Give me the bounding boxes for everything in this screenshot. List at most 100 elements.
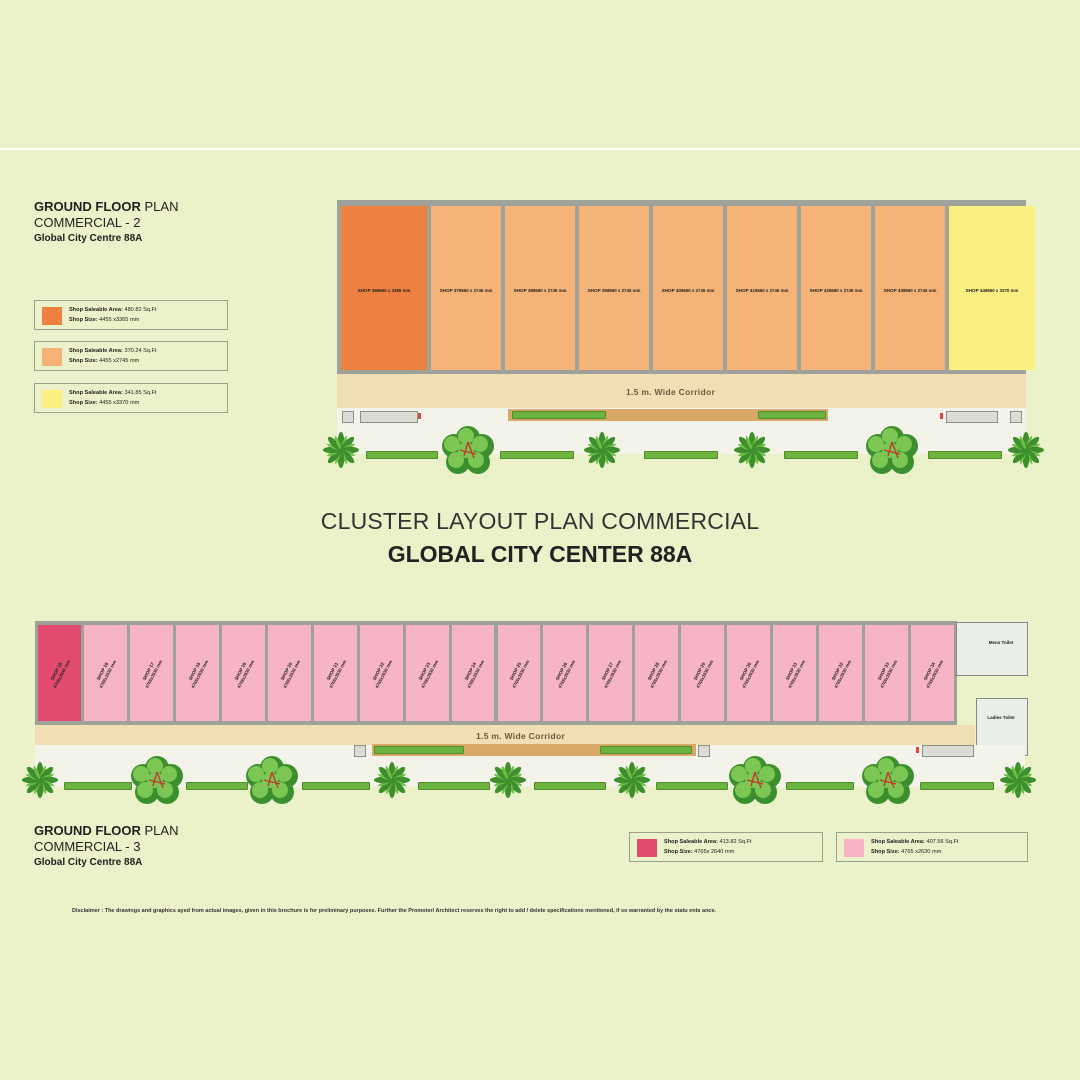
shop-unit: SHOP 368660 x 3365 mm xyxy=(341,206,427,370)
legend-size-label: Shop Size: xyxy=(69,400,98,406)
shop-label: SHOP 388660 x 2745 mm xyxy=(514,279,567,297)
legend-size-label: Shop Size: xyxy=(664,849,693,855)
main-subtitle: GLOBAL CITY CENTER 88A xyxy=(387,541,693,567)
legend-area-label: Shop Saleable Area: xyxy=(69,390,123,396)
shop-size: 8660 x 3365 mm xyxy=(376,288,411,293)
shop-unit: SHOP 24 4765x2630 mm xyxy=(451,625,495,721)
bottom-hedge-2 xyxy=(186,782,248,790)
legend-area-value: 413.82 Sq.Ft xyxy=(719,839,752,845)
top-hedge-1 xyxy=(366,451,438,459)
tree-icon xyxy=(131,756,183,804)
shop-unit: SHOP 31 4765x2630 mm xyxy=(773,625,817,721)
shop-label: SHOP 448660 x 3370 mm xyxy=(966,279,1019,297)
shop-label: SHOP 21 4765x2630 mm xyxy=(323,656,348,689)
shop-unit: SHOP 408660 x 2745 mm xyxy=(653,206,723,370)
top-corridor-label: 1.5 m. Wide Corridor xyxy=(626,387,716,397)
shop-label: SHOP 408660 x 2745 mm xyxy=(662,279,715,297)
shop-number: SHOP 40 xyxy=(661,288,681,293)
tree-icon xyxy=(442,426,494,474)
shop-size: 8660 x 2745 mm xyxy=(458,288,493,293)
fern-plant-icon xyxy=(323,432,359,468)
shop-label: SHOP 32 4765x2630 mm xyxy=(828,656,853,689)
bottom-plan-heading-rest: PLAN xyxy=(140,823,179,838)
shop-label: SHOP 428660 x 2745 mm xyxy=(810,279,863,297)
top-hedge-5 xyxy=(928,451,1002,459)
plan_top-legend-item: Shop Saleable Area: 480.82 Sq.Ft Shop Siz… xyxy=(34,300,228,330)
shop-unit: SHOP 27 4765x2630 mm xyxy=(589,625,633,721)
legend-text: Shop Saleable Area: 480.82 Sq.Ft Shop Siz… xyxy=(69,305,156,325)
shop-unit: SHOP 428660 x 2745 mm xyxy=(801,206,871,370)
shop-label: SHOP 418660 x 2745 mm xyxy=(736,279,789,297)
legend-swatch xyxy=(844,839,864,857)
shop-label: SHOP 34 4765x2630 mm xyxy=(920,656,945,689)
shop-unit: SHOP 448660 x 3370 mm xyxy=(949,206,1035,370)
tree-icon xyxy=(866,426,918,474)
shop-unit: SHOP 28 4765x2630 mm xyxy=(635,625,679,721)
legend-swatch xyxy=(637,839,657,857)
bottom-hedge-4 xyxy=(418,782,490,790)
shop-unit: SHOP 19 4765x2630 mm xyxy=(221,625,265,721)
fern-plant-icon xyxy=(22,762,58,798)
legend-swatch xyxy=(42,390,62,408)
shop-label: SHOP 33 4765x2630 mm xyxy=(874,656,899,689)
top-planter-box-left xyxy=(360,411,418,423)
legend-size-value: 4765 x2630 mm xyxy=(901,849,942,855)
legend-area-value: 341.85 Sq.Ft xyxy=(124,390,157,396)
shop-number: SHOP 44 xyxy=(965,288,985,293)
top-plan-title-block: GROUND FLOOR PLAN COMMERCIAL - 2 Global … xyxy=(34,199,178,245)
top-planter-2 xyxy=(758,411,826,419)
legend-size-value: 4455 x2745 mm xyxy=(99,358,140,364)
top-marker-left xyxy=(418,413,421,419)
top-plan-heading-bold: GROUND FLOOR xyxy=(34,199,141,214)
shop-label: SHOP 30 4765x2630 mm xyxy=(736,656,761,689)
shop-label: SHOP 25 4765x2630 mm xyxy=(506,656,531,689)
shop-size: 8660 x 2745 mm xyxy=(902,288,937,293)
bottom-planter-box xyxy=(922,745,974,757)
top-plan-subtitle: COMMERCIAL - 2 xyxy=(34,215,141,231)
shop-unit: SHOP 378660 x 2745 mm xyxy=(431,206,501,370)
tree-icon xyxy=(729,756,781,804)
legend-text: Shop Saleable Area: 413.82 Sq.Ft Shop Siz… xyxy=(664,837,751,857)
legend-size-value: 4455 x3370 mm xyxy=(99,400,140,406)
fern-plant-icon xyxy=(734,432,770,468)
shop-label: SHOP 398660 x 2745 mm xyxy=(588,279,641,297)
top-plan-project: Global City Centre 88A xyxy=(34,232,143,244)
fern-plant-icon xyxy=(584,432,620,468)
bottom-hedge-8 xyxy=(920,782,994,790)
bottom-hedge-7 xyxy=(786,782,854,790)
shop-label: SHOP 24 4765x2630 mm xyxy=(460,656,485,689)
top-marker-right xyxy=(940,413,943,419)
shop-size: 8660 x 2745 mm xyxy=(606,288,641,293)
shop-unit: SHOP 20 4765x2630 mm xyxy=(267,625,311,721)
plan_top-legend-item: Shop Saleable Area: 370.24 Sq.Ft Shop Siz… xyxy=(34,341,228,371)
shop-unit: SHOP 16 4765x2630 mm xyxy=(83,625,127,721)
top-planter-box-right xyxy=(946,411,998,423)
plan_top-legend-item: Shop Saleable Area: 341.85 Sq.Ft Shop Siz… xyxy=(34,383,228,413)
legend-swatch xyxy=(42,348,62,366)
shop-unit: SHOP 21 4765x2630 mm xyxy=(313,625,357,721)
shop-size: 8660 x 3370 mm xyxy=(984,288,1019,293)
mens-toilet xyxy=(956,622,1028,676)
fern-plant-icon xyxy=(374,762,410,798)
fern-plant-icon xyxy=(1008,432,1044,468)
bottom-hedge-6 xyxy=(656,782,728,790)
bottom-marker xyxy=(916,747,919,753)
legend-text: Shop Saleable Area: 407.56 Sq.Ft Shop Siz… xyxy=(871,837,958,857)
shop-number: SHOP 42 xyxy=(809,288,829,293)
bottom-plan-heading-bold: GROUND FLOOR xyxy=(34,823,141,838)
legend-size-label: Shop Size: xyxy=(69,317,98,323)
shop-label: SHOP 31 4765x2630 mm xyxy=(782,656,807,689)
legend-text: Shop Saleable Area: 341.85 Sq.Ft Shop Siz… xyxy=(69,388,156,408)
shop-label: SHOP 26 4765x2630 mm xyxy=(552,656,577,689)
shop-label: SHOP 29 4765x2630 mm xyxy=(690,656,715,689)
shop-label: SHOP 438660 x 2745 mm xyxy=(884,279,937,297)
shop-number: SHOP 41 xyxy=(735,288,755,293)
shop-unit: SHOP 33 4765x2630 mm xyxy=(865,625,909,721)
bottom-plan-subtitle: COMMERCIAL - 3 xyxy=(34,839,141,855)
shop-size: 8660 x 2745 mm xyxy=(754,288,789,293)
fern-plant-icon xyxy=(490,762,526,798)
legend-size-label: Shop Size: xyxy=(69,358,98,364)
ladies-toilet-label: Ladies Toilet xyxy=(987,715,1015,720)
shop-unit: SHOP 29 4765x2630 mm xyxy=(681,625,725,721)
